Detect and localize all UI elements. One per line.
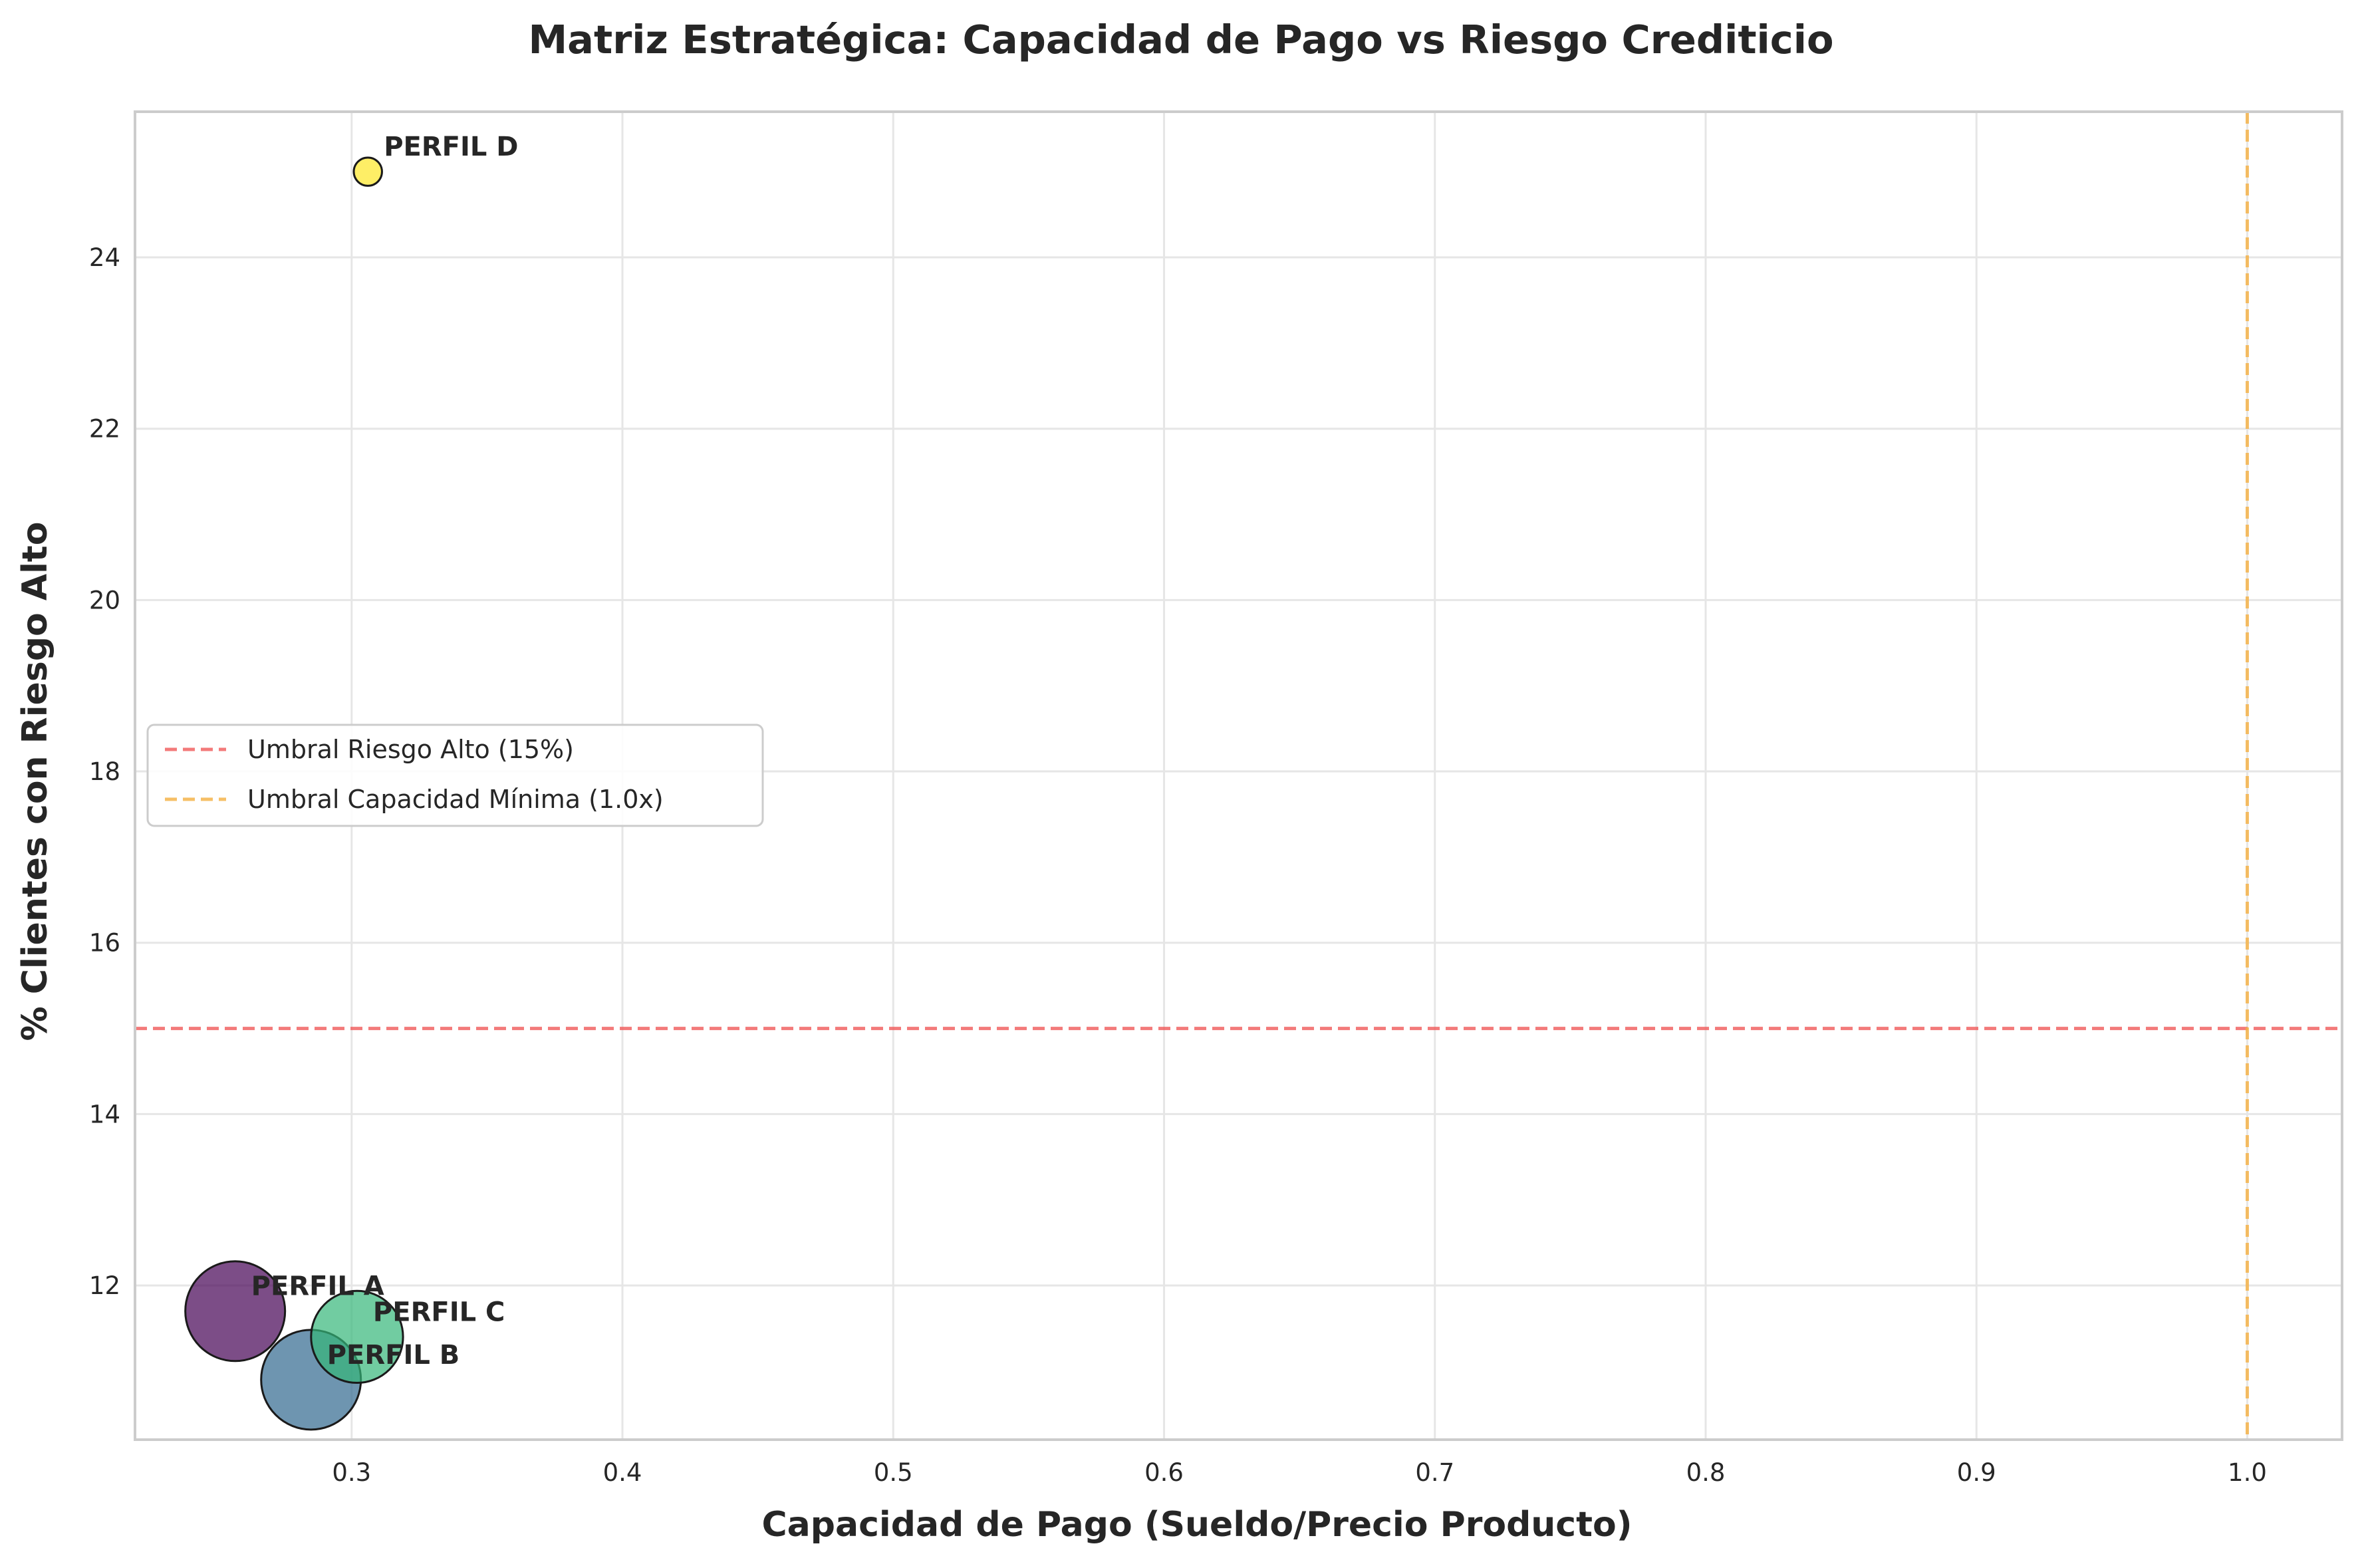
x-tick-label: 1.0 <box>2228 1458 2267 1487</box>
x-tick-label: 0.7 <box>1415 1458 1454 1487</box>
x-tick-label: 0.4 <box>603 1458 642 1487</box>
y-tick-label: 12 <box>89 1271 120 1300</box>
x-tick-label: 0.6 <box>1144 1458 1184 1487</box>
x-axis-ticks: 0.3 0.4 0.5 0.6 0.7 0.8 0.9 1.0 <box>332 1458 2267 1487</box>
y-tick-label: 16 <box>89 929 120 958</box>
plot-frame <box>134 110 2343 1441</box>
point-label-perfil-a: PERFIL A <box>251 1271 384 1302</box>
y-axis-title: % Clientes con Riesgo Alto <box>15 522 55 1041</box>
x-tick-label: 0.5 <box>874 1458 913 1487</box>
legend-box <box>146 723 764 827</box>
y-tick-label: 14 <box>89 1100 120 1128</box>
y-tick-label: 22 <box>89 415 120 444</box>
point-label-perfil-c: PERFIL C <box>373 1297 505 1327</box>
data-points <box>184 156 404 1431</box>
chart-title: Matriz Estratégica: Capacidad de Pago vs… <box>528 17 1833 63</box>
point-label-perfil-d: PERFIL D <box>384 132 518 162</box>
y-axis-ticks: 12 14 16 18 20 22 24 <box>89 243 120 1300</box>
data-point-perfil-d <box>352 156 383 187</box>
point-label-perfil-b: PERFIL B <box>327 1340 460 1371</box>
y-tick-label: 20 <box>89 586 120 614</box>
y-tick-label: 24 <box>89 243 120 272</box>
x-tick-label: 0.3 <box>332 1458 371 1487</box>
data-point-perfil-c <box>310 1289 404 1384</box>
y-tick-label: 18 <box>89 757 120 786</box>
reference-lines <box>135 112 2342 1440</box>
data-point-perfil-a <box>184 1260 287 1363</box>
x-tick-label: 0.9 <box>1957 1458 1996 1487</box>
x-tick-label: 0.8 <box>1686 1458 1726 1487</box>
legend-label-capacidad: Umbral Capacidad Mínima (1.0x) <box>247 785 664 814</box>
point-labels: PERFIL A PERFIL B PERFIL C PERFIL D <box>251 132 519 1371</box>
x-axis-title: Capacidad de Pago (Sueldo/Precio Product… <box>762 1505 1633 1545</box>
legend-label-riesgo: Umbral Riesgo Alto (15%) <box>247 735 574 764</box>
legend: Umbral Riesgo Alto (15%) Umbral Capacida… <box>146 723 764 827</box>
